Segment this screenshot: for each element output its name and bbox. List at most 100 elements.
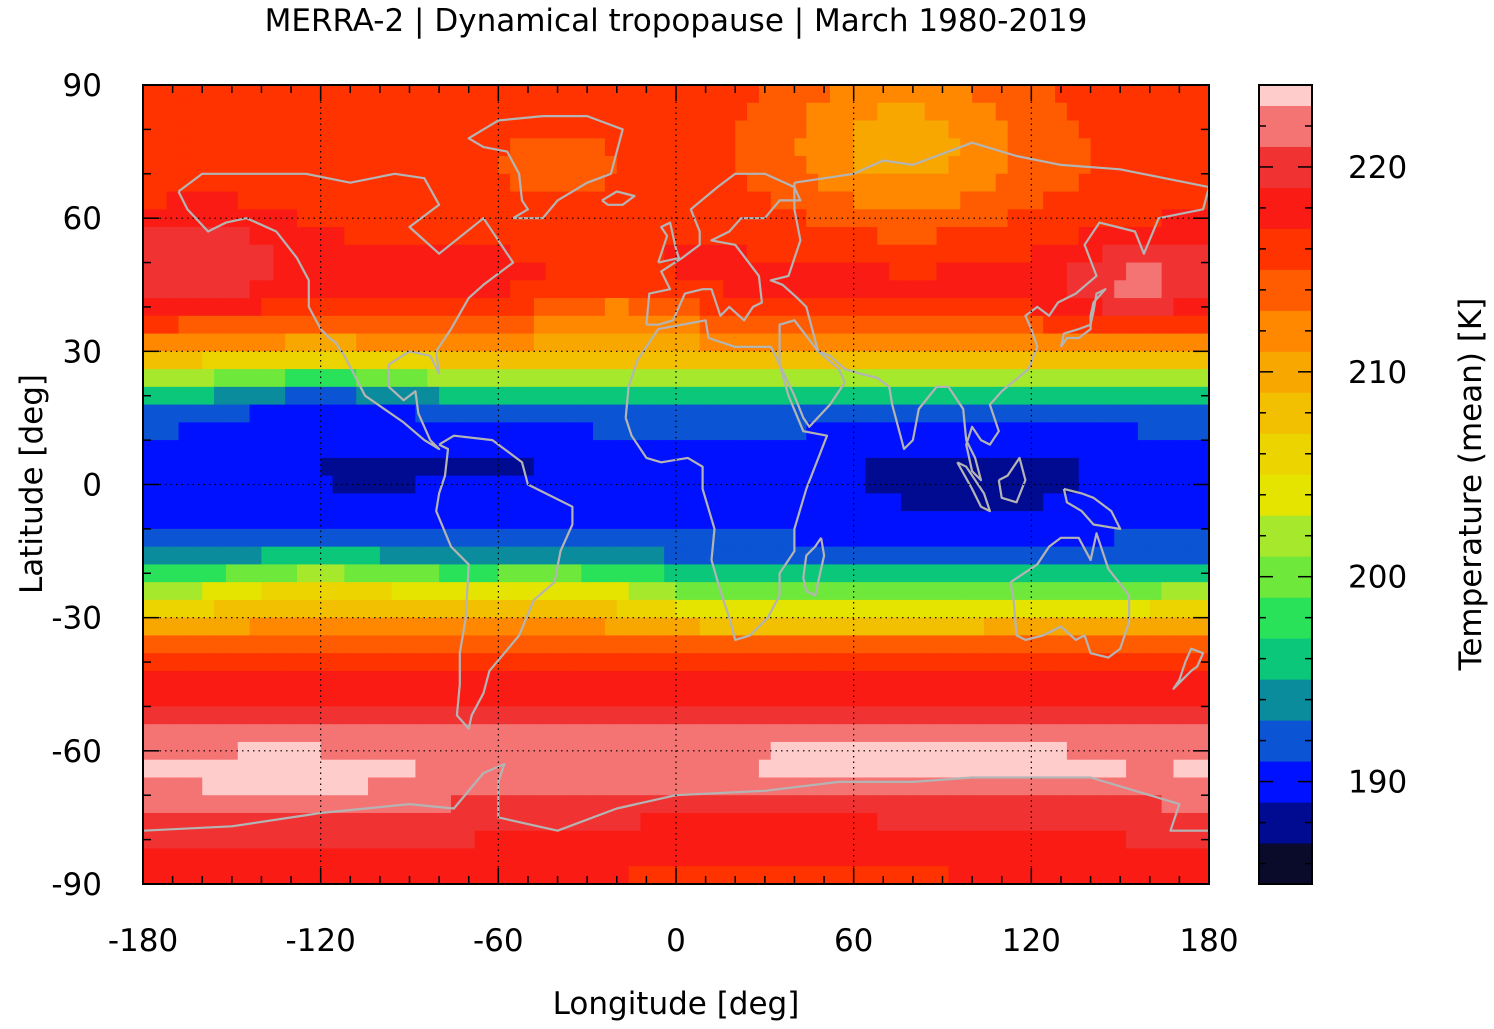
- field-cell: [652, 653, 665, 672]
- field-cell: [178, 369, 191, 388]
- field-cell: [474, 653, 488, 672]
- field-cell: [711, 741, 724, 761]
- field-cell: [1090, 422, 1103, 441]
- field-cell: [368, 191, 381, 210]
- field-cell: [1031, 440, 1044, 459]
- field-cell: [498, 369, 511, 388]
- field-cell: [1007, 866, 1021, 884]
- field-cell: [877, 280, 890, 299]
- field-cell: [296, 138, 310, 157]
- field-cell: [901, 475, 914, 494]
- field-cell: [687, 528, 701, 548]
- field-cell: [1173, 688, 1186, 708]
- field-cell: [320, 102, 334, 122]
- field-cell: [1090, 333, 1103, 352]
- field-cell: [1055, 724, 1068, 743]
- field-cell: [368, 812, 381, 832]
- field-cell: [664, 564, 677, 583]
- field-cell: [901, 866, 914, 884]
- field-cell: [462, 85, 476, 104]
- field-cell: [474, 156, 488, 175]
- field-cell: [190, 351, 203, 370]
- field-cell: [936, 209, 950, 228]
- field-cell: [983, 280, 997, 299]
- field-cell: [1185, 262, 1198, 281]
- colorbar-band: [1259, 392, 1312, 434]
- field-cell: [1114, 617, 1127, 637]
- field-cell: [1126, 866, 1139, 884]
- field-cell: [1185, 866, 1198, 884]
- field-cell: [474, 582, 488, 601]
- field-cell: [166, 156, 180, 175]
- field-cell: [723, 422, 736, 441]
- field-cell: [782, 85, 796, 104]
- field-cell: [593, 440, 606, 459]
- field-cell: [593, 156, 606, 175]
- field-cell: [936, 741, 950, 761]
- field-cell: [1090, 85, 1103, 104]
- field-cell: [379, 617, 393, 637]
- field-cell: [285, 741, 298, 761]
- field-cell: [439, 653, 452, 672]
- field-cell: [308, 528, 322, 548]
- field-cell: [249, 102, 263, 122]
- field-cell: [818, 102, 831, 122]
- field-cell: [190, 848, 203, 867]
- field-cell: [581, 617, 594, 637]
- field-cell: [1126, 830, 1139, 850]
- field-cell: [237, 546, 251, 565]
- field-cell: [403, 724, 417, 743]
- colorbar-tick-label: 190: [1348, 765, 1407, 801]
- field-cell: [1137, 280, 1151, 299]
- field-cell: [652, 706, 665, 725]
- field-cell: [178, 173, 191, 193]
- field-cell: [735, 262, 748, 281]
- field-cell: [1137, 351, 1151, 370]
- field-cell: [723, 511, 736, 530]
- field-cell: [261, 564, 274, 583]
- field-cell: [889, 475, 902, 494]
- field-cell: [983, 866, 997, 884]
- field-cell: [806, 244, 819, 264]
- field-cell: [1055, 85, 1068, 104]
- field-cell: [545, 599, 559, 619]
- field-cell: [865, 120, 878, 139]
- field-cell: [628, 262, 642, 281]
- field-cell: [154, 617, 168, 637]
- field-cell: [498, 298, 511, 317]
- field-cell: [344, 457, 357, 477]
- field-cell: [616, 333, 630, 352]
- field-cell: [770, 848, 784, 867]
- field-cell: [1043, 866, 1056, 884]
- field-cell: [462, 724, 476, 743]
- field-cell: [1078, 564, 1092, 583]
- field-cell: [486, 298, 499, 317]
- field-cell: [214, 688, 227, 708]
- field-cell: [450, 830, 464, 850]
- field-cell: [593, 120, 606, 139]
- field-cell: [154, 227, 168, 246]
- field-cell: [178, 866, 191, 884]
- field-cell: [676, 333, 689, 352]
- field-cell: [178, 102, 191, 122]
- field-cell: [628, 244, 642, 264]
- field-cell: [522, 564, 535, 583]
- field-cell: [995, 333, 1009, 352]
- field-cell: [1019, 546, 1032, 565]
- field-cell: [901, 156, 914, 175]
- field-cell: [924, 173, 938, 193]
- field-cell: [699, 369, 713, 388]
- field-cell: [1043, 795, 1056, 814]
- field-cell: [853, 404, 867, 423]
- field-cell: [1102, 759, 1115, 779]
- field-cell: [711, 511, 724, 530]
- field-cell: [569, 795, 582, 814]
- field-cell: [1055, 599, 1068, 619]
- field-cell: [154, 564, 168, 583]
- field-cell: [901, 599, 914, 619]
- field-cell: [758, 511, 772, 530]
- field-cell: [794, 795, 807, 814]
- field-cell: [960, 777, 973, 796]
- field-cell: [735, 812, 748, 832]
- field-cell: [249, 741, 263, 761]
